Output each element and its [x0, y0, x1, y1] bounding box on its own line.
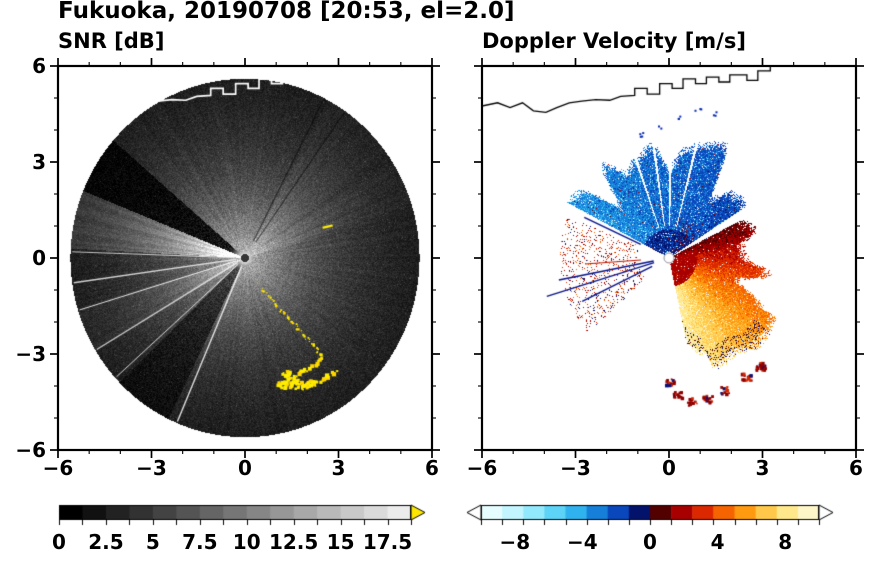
snr-colorbar-labels: 0 2.5 5 7.5 10 12.5 15 17.5 — [52, 530, 458, 558]
x-tick-label: 6 — [849, 456, 863, 480]
snr-colorbar-label: 2.5 — [88, 530, 124, 554]
snr-colorbar-label: 5 — [145, 530, 160, 554]
snr-axes-frame — [50, 58, 440, 458]
velocity-colorbar-canvas — [466, 504, 836, 528]
velocity-axes-frame — [474, 58, 864, 458]
snr-colorbar-label: 17.5 — [362, 530, 413, 554]
snr-colorbar-canvas — [58, 504, 428, 528]
snr-colorbar-label: 15 — [326, 530, 355, 554]
y-tick-label: 6 — [32, 54, 46, 78]
x-tick-label: −3 — [560, 456, 591, 480]
snr-panel-title: SNR [dB] — [58, 29, 165, 53]
figure-title: Fukuoka, 20190708 [20:53, el=2.0] — [58, 0, 515, 24]
x-tick-label: 6 — [425, 456, 439, 480]
snr-colorbar-label: 7.5 — [182, 530, 218, 554]
velocity-colorbar-label: −4 — [567, 530, 598, 554]
snr-plot-area — [50, 58, 440, 458]
x-tick-label: −6 — [42, 456, 74, 480]
y-tick-label: −3 — [15, 342, 46, 366]
y-axis-labels: 6 3 0 −3 −6 — [0, 54, 52, 462]
x-tick-label: 0 — [238, 456, 252, 480]
velocity-colorbar-labels: −8 −4 0 4 8 — [466, 530, 866, 558]
x-tick-label: 3 — [755, 456, 770, 480]
y-tick-label: −6 — [15, 438, 46, 462]
x-tick-label: 0 — [662, 456, 676, 480]
y-tick-label: 3 — [32, 150, 46, 174]
x-tick-label: −6 — [466, 456, 498, 480]
velocity-colorbar-label: −8 — [499, 530, 531, 554]
x-tick-label: −3 — [136, 456, 167, 480]
snr-colorbar-label: 10 — [232, 530, 261, 554]
y-tick-label: 0 — [32, 246, 46, 270]
snr-x-axis-labels: −6 −3 0 3 6 — [43, 456, 439, 482]
snr-colorbar — [58, 504, 428, 532]
velocity-plot-area — [474, 58, 864, 458]
snr-colorbar-label: 12.5 — [268, 530, 319, 554]
velocity-ppi-canvas — [482, 66, 856, 450]
x-tick-label: 3 — [331, 456, 346, 480]
velocity-colorbar-label: 4 — [710, 530, 725, 554]
velocity-colorbar-label: 8 — [778, 530, 793, 554]
snr-colorbar-label: 0 — [52, 530, 66, 554]
velocity-colorbar-label: 0 — [643, 530, 657, 554]
snr-ppi-canvas — [58, 66, 432, 450]
velocity-x-axis-labels: −6 −3 0 3 6 — [467, 456, 863, 482]
velocity-panel-title: Doppler Velocity [m/s] — [482, 29, 746, 53]
velocity-colorbar — [466, 504, 836, 532]
